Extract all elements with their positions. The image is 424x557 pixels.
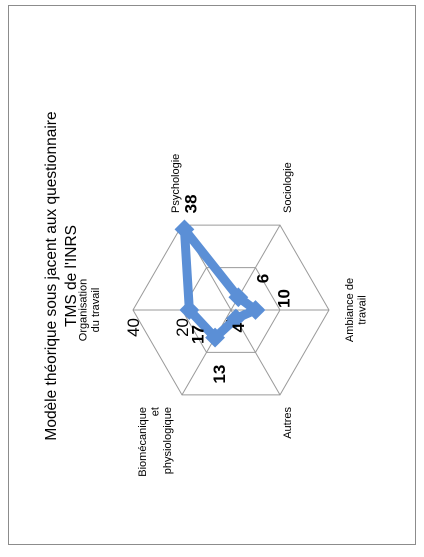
category-label-3-line-1: Sociologie bbox=[282, 162, 294, 213]
category-label-4-line-1: Ambiance de bbox=[344, 278, 356, 342]
radar-grid bbox=[132, 224, 330, 396]
category-label-2-line-1: Psychologie bbox=[170, 154, 182, 213]
chart-area: Modèle théorique sous jacent aux questio… bbox=[8, 5, 416, 545]
data-point-1 bbox=[179, 300, 200, 320]
category-label-5-line-1: Autres bbox=[282, 407, 294, 439]
grid-spoke-6 bbox=[181, 309, 232, 396]
data-label-3: 6 bbox=[253, 274, 272, 283]
data-label-4: 10 bbox=[275, 289, 294, 308]
chart-title-line-1: Modèle théorique sous jacent aux questio… bbox=[43, 111, 60, 440]
series-line-1 bbox=[179, 224, 260, 343]
data-point-4 bbox=[245, 300, 266, 320]
chart-title: Modèle théorique sous jacent aux questio… bbox=[43, 111, 80, 440]
series-layer: 17 38 610 4 13 bbox=[174, 194, 294, 384]
category-label-6-line-1: Biomécanique bbox=[137, 407, 149, 477]
data-point-6 bbox=[205, 327, 225, 348]
category-label-1-line-1: Organisation bbox=[78, 279, 90, 341]
axis-tick-20: 20 bbox=[173, 318, 192, 337]
radar-chart: Modèle théorique sous jacent aux questio… bbox=[43, 111, 369, 477]
category-labels: Organisation du travail Psychologie Sociolo… bbox=[78, 154, 369, 477]
axis-tick-40: 40 bbox=[124, 318, 143, 337]
data-label-2: 38 bbox=[181, 194, 200, 213]
data-point-3 bbox=[228, 287, 249, 308]
category-label-1-line-2: du travail bbox=[90, 288, 102, 333]
category-label-4-line-2: travail bbox=[357, 295, 369, 324]
data-label-6: 13 bbox=[210, 365, 229, 384]
data-label-1: 17 bbox=[188, 325, 207, 344]
category-label-6-line-3: physiologique bbox=[162, 407, 174, 474]
chart-title-line-2: TMS de l'INRS bbox=[63, 225, 80, 327]
data-point-5 bbox=[226, 308, 246, 329]
category-label-6-line-2: et bbox=[150, 407, 162, 416]
data-label-5: 4 bbox=[229, 322, 248, 332]
